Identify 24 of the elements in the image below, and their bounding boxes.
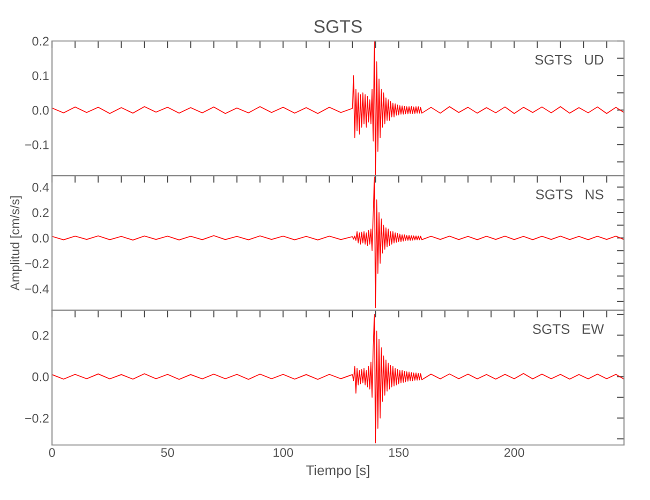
x-tick-label: 200 xyxy=(504,448,524,457)
y-tick-label: 0.0 xyxy=(32,106,49,115)
y-tick-label: 0.4 xyxy=(32,182,49,192)
y-tick-label: 0.2 xyxy=(32,330,49,340)
x-tick-label: 100 xyxy=(274,448,294,457)
y-tick-label: −0.2 xyxy=(25,259,49,268)
y-axis-title: Amplitud [cm/s/s] xyxy=(10,196,22,291)
y-tick-label: 0.0 xyxy=(32,372,49,382)
y-tick-label: 0.0 xyxy=(32,234,49,243)
x-tick-label: 150 xyxy=(389,448,409,457)
x-tick-label: 50 xyxy=(161,448,174,457)
y-tick-label: 0.1 xyxy=(32,71,49,80)
y-tick-label: 0.2 xyxy=(32,208,49,218)
annotation: SGTS EW xyxy=(532,324,604,334)
chart-title: SGTS xyxy=(314,20,362,33)
y-tick-label: −0.2 xyxy=(25,414,49,423)
y-tick-label: −0.1 xyxy=(25,140,49,150)
annotation: SGTS NS xyxy=(536,190,604,200)
x-tick-label: 0 xyxy=(49,448,55,457)
y-tick-label: −0.4 xyxy=(25,284,49,294)
x-axis-title: Tiempo [s] xyxy=(306,464,370,478)
line-series xyxy=(52,314,624,444)
annotation: SGTS UD xyxy=(535,54,604,65)
y-tick-label: 0.2 xyxy=(32,36,49,46)
